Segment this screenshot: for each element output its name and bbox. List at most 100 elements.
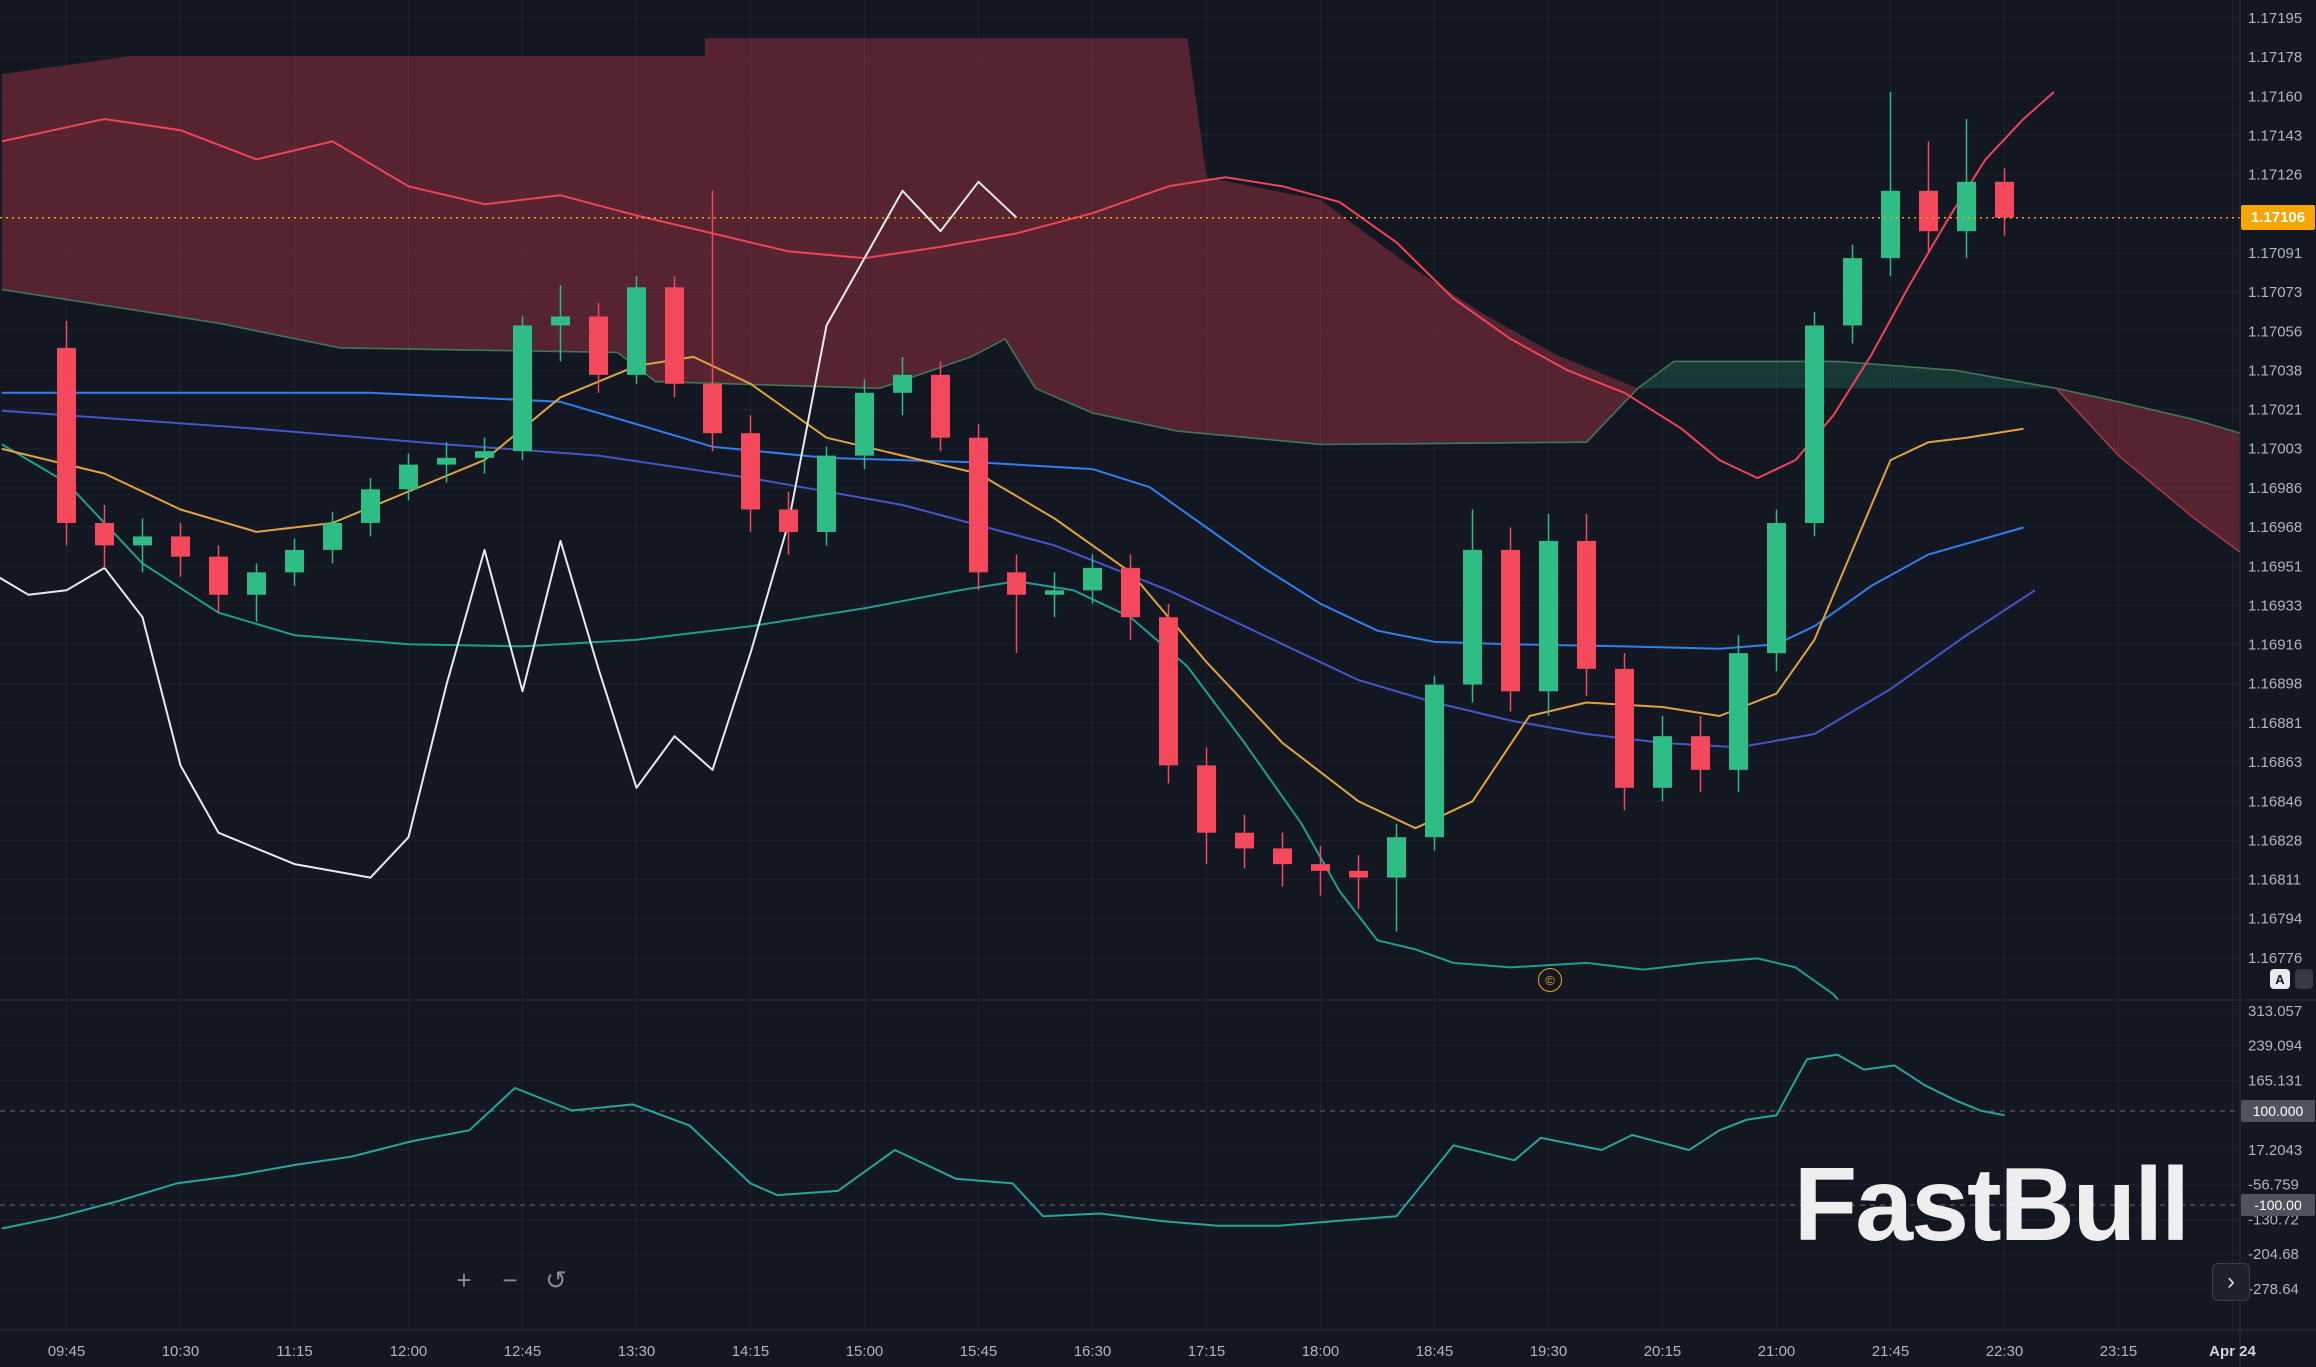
oscillator-axis-label: -56.759: [2248, 1177, 2299, 1194]
ichimoku-cloud-green: [1637, 361, 2057, 389]
time-axis-label: 13:30: [618, 1343, 656, 1360]
time-axis-label: 16:30: [1074, 1343, 1112, 1360]
candle-body: [1349, 870, 1368, 878]
reset-chart-button[interactable]: ↺: [538, 1262, 574, 1298]
time-axis-label: 14:15: [732, 1343, 770, 1360]
time-axis-label: 12:00: [390, 1343, 428, 1360]
candle-body: [1387, 837, 1406, 878]
time-axis-label: 21:45: [1872, 1343, 1910, 1360]
price-axis-label: 1.17160: [2248, 88, 2302, 105]
price-axis-label: 1.16846: [2248, 793, 2302, 810]
candle-body: [1159, 617, 1178, 766]
price-axis-label: 1.17143: [2248, 127, 2302, 144]
time-axis-label: 20:15: [1644, 1343, 1682, 1360]
candle-body: [247, 572, 266, 595]
candle-body: [855, 392, 874, 456]
candle-body: [893, 374, 912, 393]
candle-body: [627, 287, 646, 375]
zoom-out-button[interactable]: −: [492, 1262, 528, 1298]
ichimoku-cloud-red-left: [1, 38, 1638, 445]
candle-body: [1843, 258, 1862, 326]
price-axis-label: 1.16794: [2248, 911, 2302, 928]
candle-body: [1577, 540, 1596, 669]
price-axis-label: 1.16828: [2248, 832, 2302, 849]
time-axis-label: 15:00: [846, 1343, 884, 1360]
candle-body: [779, 509, 798, 532]
ichimoku-cloud-red-right: [2056, 388, 2240, 553]
oscillator-axis-label: 165.131: [2248, 1072, 2302, 1089]
time-axis-label: 10:30: [162, 1343, 200, 1360]
indicator-copyright-icon[interactable]: ©: [1538, 968, 1562, 992]
auto-scale-badge[interactable]: A: [2270, 969, 2290, 989]
time-axis-label: 21:00: [1758, 1343, 1796, 1360]
candle-body: [513, 325, 532, 452]
time-axis-label: 15:45: [960, 1343, 998, 1360]
scroll-to-latest-button[interactable]: ›: [2212, 1263, 2250, 1301]
oscillator-axis-label: 17.2043: [2248, 1142, 2302, 1159]
time-axis-label: 11:15: [276, 1343, 312, 1360]
candle-body: [1729, 653, 1748, 770]
candle-body: [475, 451, 494, 458]
candle-body: [1007, 572, 1026, 595]
price-axis-label: 1.16811: [2248, 872, 2301, 889]
candle-body: [665, 287, 684, 384]
candle-body: [57, 347, 76, 523]
oscillator-axis-label: -278.64: [2248, 1281, 2299, 1298]
candle-body: [741, 433, 760, 510]
candle-body: [133, 536, 152, 546]
time-axis-label: 22:30: [1986, 1343, 2024, 1360]
price-axis-label: 1.17003: [2248, 441, 2302, 458]
candle-body: [95, 522, 114, 546]
candle-body: [1045, 590, 1064, 595]
candle-body: [1311, 864, 1330, 871]
candle-body: [817, 455, 836, 532]
time-axis-label: 18:45: [1416, 1343, 1454, 1360]
oscillator-axis-label: -204.68: [2248, 1246, 2299, 1263]
candle-body: [209, 556, 228, 595]
price-axis-label: 1.16898: [2248, 676, 2302, 693]
candle-body: [323, 522, 342, 550]
candle-body: [1121, 567, 1140, 618]
grid-layer: [0, 0, 2240, 1330]
price-axis-label: 1.16863: [2248, 754, 2302, 771]
price-axis-label: 1.17038: [2248, 362, 2302, 379]
zoom-in-button[interactable]: +: [446, 1262, 482, 1298]
candle-body: [1083, 567, 1102, 591]
price-axis-label: 1.16933: [2248, 597, 2302, 614]
candle-body: [1881, 190, 1900, 259]
time-axis-label: 18:00: [1302, 1343, 1340, 1360]
price-axis-label: 1.16951: [2248, 558, 2302, 575]
candle-body: [171, 536, 190, 557]
oscillator-axis-label: 239.094: [2248, 1038, 2302, 1055]
price-axis-label: 1.17126: [2248, 167, 2302, 184]
price-axis-label: 1.17195: [2248, 10, 2302, 27]
candle-body: [361, 489, 380, 523]
senkou-a-edge: [2055, 387, 2240, 554]
candle-body: [1653, 736, 1672, 788]
blue-kijun-line: [1, 391, 2024, 650]
candle-body: [437, 457, 456, 465]
blue-slow-line: [1, 409, 2036, 749]
candle-body: [1539, 540, 1558, 692]
candle-body: [931, 374, 950, 438]
candle-body: [1273, 848, 1292, 865]
candle-body: [1615, 668, 1634, 788]
lower-level-label: -100.00: [2241, 1194, 2315, 1216]
price-axis-label: 1.16968: [2248, 519, 2302, 536]
candle-body: [1501, 549, 1520, 692]
candle-body: [1463, 549, 1482, 685]
price-axis-label: 1.17073: [2248, 284, 2302, 301]
axis-badge-secondary[interactable]: [2295, 969, 2313, 989]
upper-level-label: 100.000: [2241, 1100, 2315, 1122]
candle-body: [1425, 684, 1444, 838]
candle-body: [1805, 325, 1824, 523]
time-axis-label: 12:45: [504, 1343, 542, 1360]
current-price-label: 1.17106: [2241, 205, 2315, 230]
time-axis-label: 09:45: [48, 1343, 86, 1360]
candle-body: [399, 464, 418, 490]
price-axis-label: 1.16916: [2248, 637, 2302, 654]
time-axis[interactable]: 09:45 10:30 11:15 12:00 12:45 13:30 14:15 15:00…: [48, 1343, 2257, 1360]
price-axis-label: 1.17021: [2248, 402, 2302, 419]
price-axis-label: 1.17178: [2248, 49, 2302, 66]
